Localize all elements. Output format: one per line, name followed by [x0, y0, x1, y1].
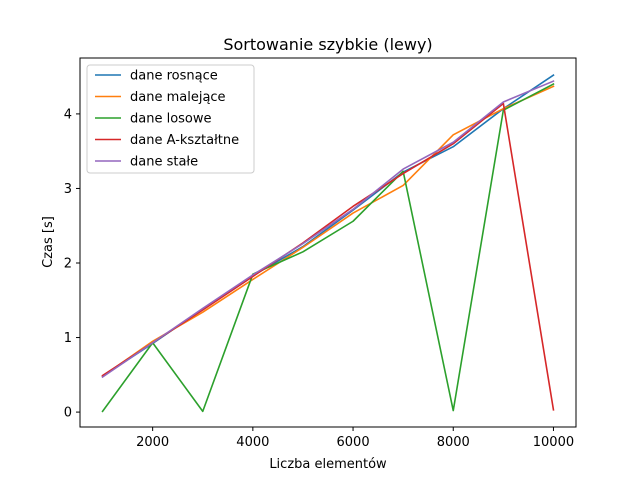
- legend-box: [86, 64, 255, 174]
- x-tick-label: 4000: [236, 435, 269, 450]
- legend-label-0: dane rosnące: [130, 69, 218, 84]
- x-tick-label: 8000: [437, 435, 470, 450]
- y-tick-label: 1: [64, 331, 72, 346]
- x-tick-label: 2000: [136, 435, 169, 450]
- series-line-2: [101, 83, 555, 413]
- x-tick-label: 10000: [533, 435, 574, 450]
- legend-label-2: dane losowe: [130, 112, 212, 127]
- y-axis-label: Czas [s]: [41, 216, 56, 268]
- x-axis-label: Liczba elementów: [269, 457, 387, 472]
- series-line-4: [101, 80, 555, 379]
- y-tick-label: 2: [64, 257, 72, 272]
- x-tick-label: 6000: [337, 435, 370, 450]
- plot-lines: [101, 74, 555, 413]
- chart-title: Sortowanie szybkie (lewy): [223, 35, 432, 54]
- legend-items: dane rosnące dane malejące dane losowe dane…: [95, 69, 239, 170]
- y-axis-ticks: 0 1 2 3 4: [64, 107, 80, 421]
- y-tick-label: 4: [64, 107, 72, 122]
- legend-label-3: dane A-kształtne: [130, 133, 239, 148]
- legend: dane rosnące dane malejące dane losowe dane…: [86, 64, 255, 174]
- legend-label-4: dane stałe: [130, 155, 198, 170]
- x-axis-ticks: 2000 4000 6000 8000 10000: [136, 427, 574, 450]
- y-tick-label: 0: [64, 406, 72, 421]
- y-tick-label: 3: [64, 182, 72, 197]
- legend-label-1: dane malejące: [130, 90, 226, 105]
- plot-frame: [79, 57, 577, 428]
